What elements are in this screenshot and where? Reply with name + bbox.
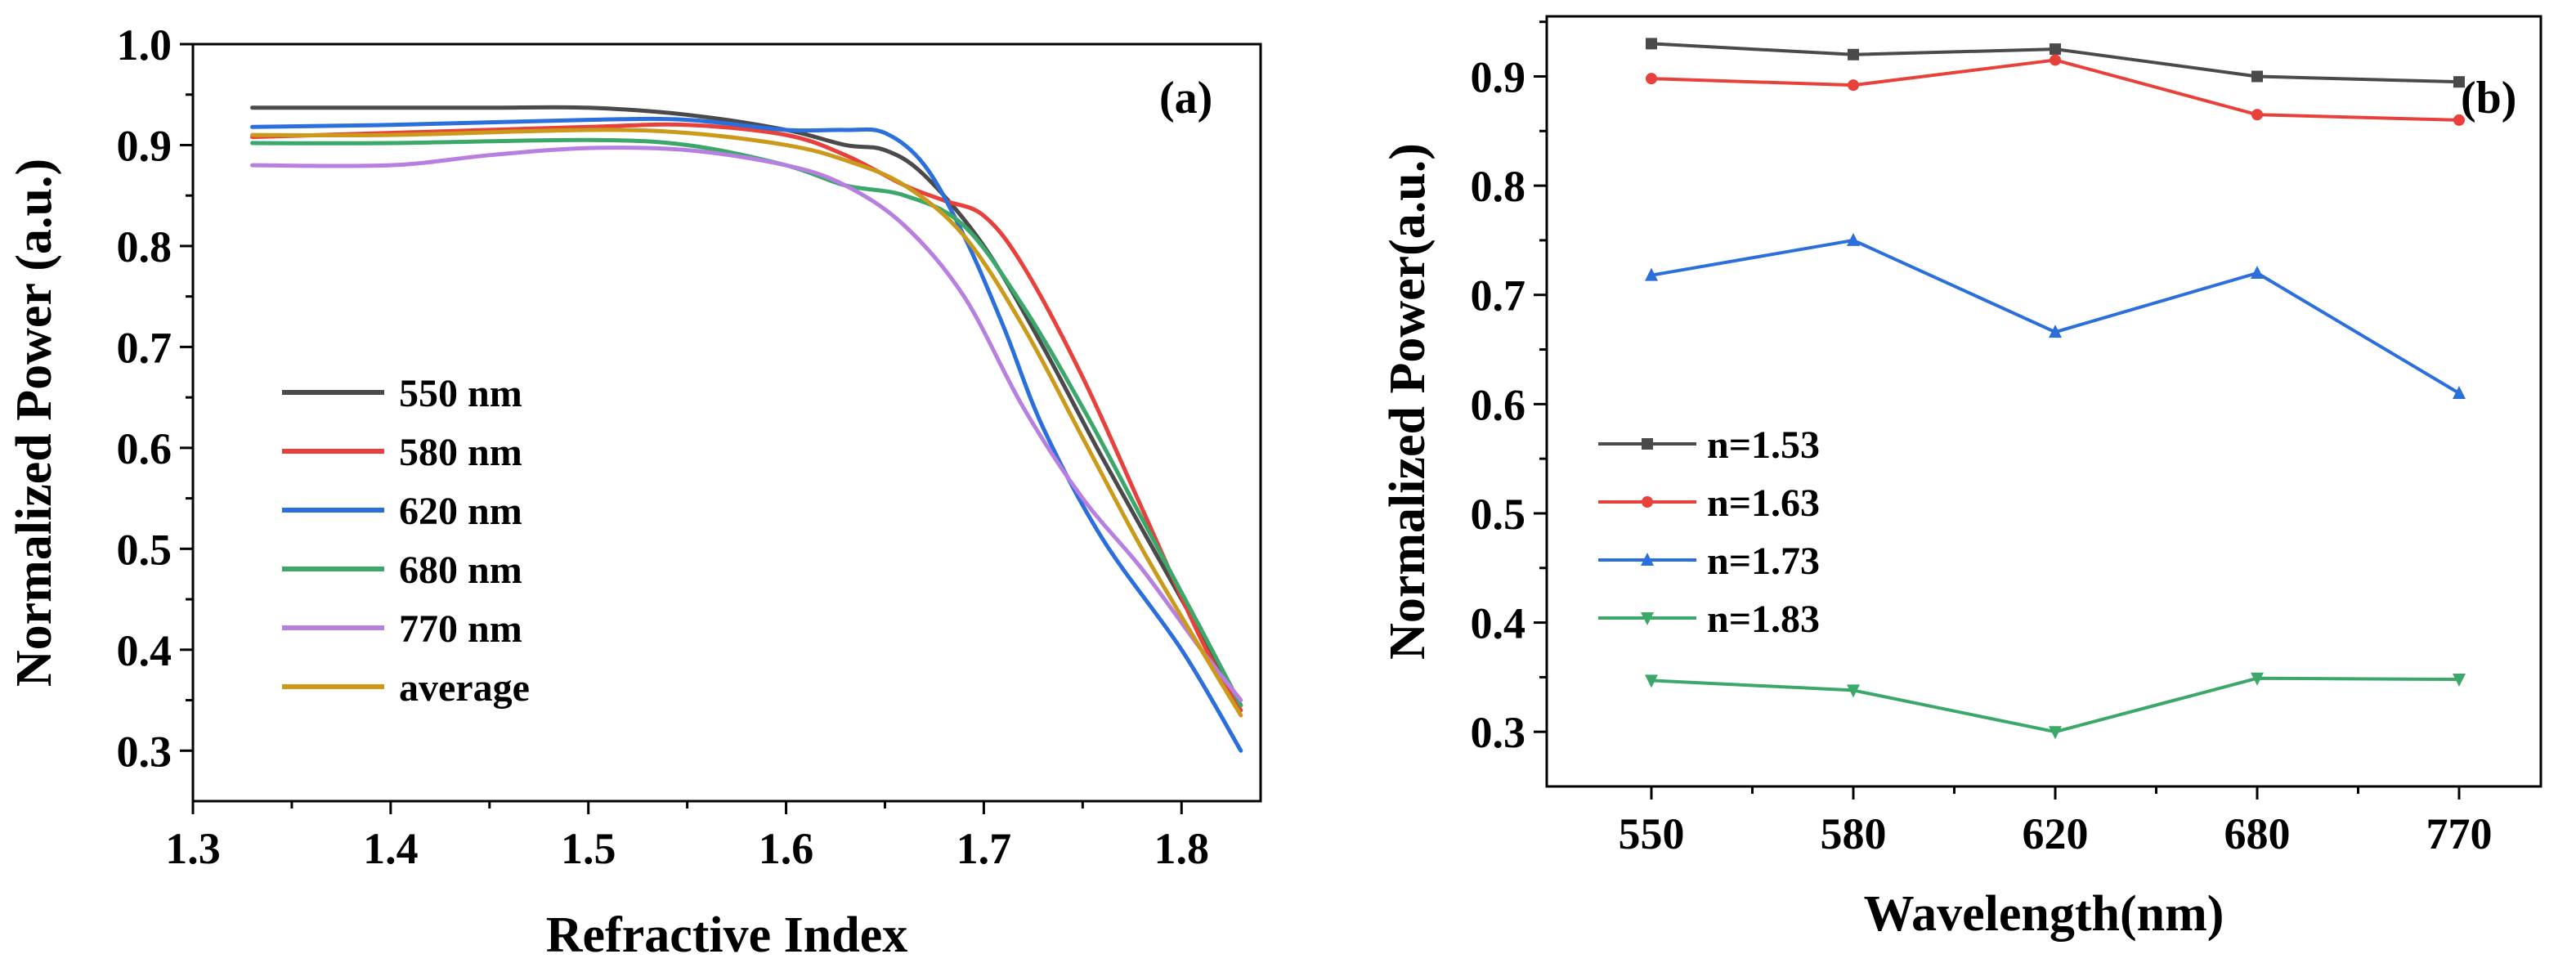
legend-label: 620 nm: [399, 490, 522, 533]
y-tick-label: 1.0: [117, 20, 172, 69]
y-tick-label: 0.4: [117, 626, 172, 675]
panel-a-series: [250, 105, 1243, 753]
y-tick-label: 0.6: [1471, 380, 1526, 429]
y-tick-label: 0.7: [1471, 271, 1526, 320]
legend-marker: [1642, 496, 1653, 508]
data-point-n-1-53: [2050, 43, 2061, 56]
legend-marker: [1641, 612, 1654, 625]
legend-marker: [1641, 553, 1654, 566]
panel-a-ticks: 1.3 1.4 1.5 1.6 1.7 1.8 0.3 0.4 0.5 0.6 0.7 0.8 0.9 1…: [117, 20, 1210, 873]
x-tick-label: 620: [2023, 809, 2089, 858]
series-line-average: [250, 128, 1243, 718]
panel-a-legend: 550 nm 580 nm 620 nm 680 nm 770 nm average: [282, 372, 530, 710]
data-point-n-1-73: [2453, 385, 2466, 399]
y-tick-label: 0.5: [1471, 490, 1526, 539]
data-point-n-1-83: [2049, 726, 2062, 740]
legend-item-n-1-63: n=1.63: [1598, 482, 1820, 525]
panel-a-y-axis-title: Normalized Power (a.u.): [7, 159, 62, 687]
series-line-550-nm: [250, 105, 1243, 708]
panel-b-ticks: 550 580 620 680 770 0.3 0.4 0.5 0.6 0.7 0.8 0.9: [1471, 20, 2493, 858]
legend-label: 680 nm: [399, 549, 522, 592]
legend-label: n=1.73: [1707, 540, 1820, 583]
data-point-n-1-73: [1645, 267, 1658, 281]
data-point-n-1-63: [2251, 109, 2263, 121]
legend-label: n=1.53: [1707, 423, 1820, 467]
legend-label: average: [399, 666, 530, 710]
data-point-n-1-63: [2050, 54, 2061, 66]
legend-item-n-1-83: n=1.83: [1598, 598, 1820, 641]
series-line-n-1-83: [1651, 676, 2460, 734]
panel-b-x-axis-title: Wavelength(nm): [1864, 886, 2224, 942]
panel-a-x-axis-title: Refractive Index: [546, 907, 907, 963]
panel-b: 550 580 620 680 770 0.3 0.4 0.5 0.6 0.7 0.8 0.9 (b)…: [1380, 15, 2542, 942]
x-tick-label: 680: [2224, 809, 2291, 858]
legend-label: n=1.83: [1707, 598, 1820, 641]
data-point-n-1-53: [2251, 70, 2263, 83]
panel-b-legend: n=1.53 n=1.63 n=1.73 n=1.83: [1598, 423, 1820, 641]
legend-item-580-nm: 580 nm: [282, 431, 522, 474]
x-tick-label: 1.4: [363, 824, 419, 873]
y-tick-label: 0.6: [117, 424, 172, 473]
data-point-n-1-53: [1848, 48, 1859, 60]
panel-b-label: (b): [2461, 73, 2516, 123]
legend-item-550-nm: 550 nm: [282, 372, 522, 415]
panel-b-series: [1645, 38, 2466, 740]
series-line-n-1-73: [1651, 238, 2461, 395]
x-tick-label: 1.8: [1154, 824, 1210, 873]
legend-item-average: average: [282, 666, 530, 710]
y-tick-label: 0.4: [1471, 599, 1526, 648]
data-point-n-1-53: [1646, 38, 1657, 50]
panel-a-frame: [191, 43, 1262, 803]
data-point-n-1-73: [1847, 232, 1860, 246]
y-tick-label: 0.8: [117, 222, 172, 271]
panel-a-label: (a): [1159, 73, 1212, 123]
y-tick-label: 0.9: [117, 121, 172, 170]
y-tick-label: 0.7: [117, 323, 172, 372]
legend-marker: [1642, 438, 1653, 450]
x-tick-label: 1.7: [956, 824, 1012, 873]
y-tick-label: 0.9: [1471, 52, 1526, 101]
legend-label: 580 nm: [399, 431, 522, 474]
x-tick-label: 1.3: [165, 824, 221, 873]
legend-item-680-nm: 680 nm: [282, 549, 522, 592]
legend-item-620-nm: 620 nm: [282, 490, 522, 533]
data-point-n-1-63: [2453, 114, 2465, 126]
series-line-680-nm: [250, 137, 1243, 708]
y-tick-label: 0.3: [117, 727, 172, 776]
legend-label: n=1.63: [1707, 482, 1820, 525]
data-point-n-1-83: [2251, 672, 2264, 686]
y-tick-label: 0.5: [117, 525, 172, 574]
y-tick-label: 0.3: [1471, 708, 1526, 757]
data-point-n-1-63: [1848, 79, 1859, 92]
series-line-770-nm: [250, 146, 1243, 703]
x-tick-label: 550: [1619, 809, 1685, 858]
legend-item-770-nm: 770 nm: [282, 607, 522, 651]
panel-a: 1.3 1.4 1.5 1.6 1.7 1.8 0.3 0.4 0.5 0.6 0.7 0.8 0.9 1…: [7, 20, 1262, 963]
data-point-n-1-83: [1645, 674, 1658, 688]
x-tick-label: 1.6: [759, 824, 814, 873]
panel-b-y-axis-title: Normalized Power(a.u.): [1380, 143, 1436, 660]
data-point-n-1-53: [2453, 76, 2465, 88]
x-tick-label: 580: [1821, 809, 1887, 858]
x-tick-label: 770: [2426, 809, 2493, 858]
panel-b-frame: [1545, 15, 2542, 788]
legend-label: 550 nm: [399, 372, 522, 415]
data-point-n-1-63: [1646, 73, 1657, 85]
y-tick-label: 0.8: [1471, 162, 1526, 211]
legend-item-n-1-53: n=1.53: [1598, 423, 1820, 467]
legend-item-n-1-73: n=1.73: [1598, 540, 1820, 583]
data-point-n-1-83: [2453, 674, 2466, 688]
data-point-n-1-83: [1847, 684, 1860, 698]
data-point-n-1-73: [2049, 325, 2062, 338]
x-tick-label: 1.5: [561, 824, 616, 873]
series-line-620-nm: [250, 116, 1243, 753]
legend-label: 770 nm: [399, 607, 522, 651]
data-point-n-1-73: [2251, 266, 2264, 279]
series-line-n-1-63: [1651, 58, 2460, 122]
